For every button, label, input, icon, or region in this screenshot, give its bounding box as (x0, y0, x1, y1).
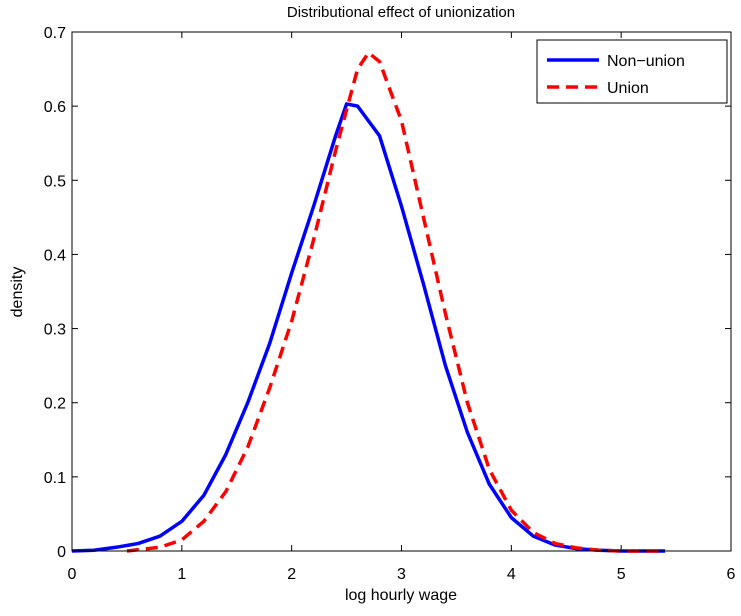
y-tick-label: 0.2 (44, 396, 66, 413)
x-tick-label: 4 (507, 566, 516, 583)
y-tick-label: 0.1 (44, 470, 66, 487)
x-tick-label: 5 (617, 566, 626, 583)
plot-frame (71, 31, 732, 552)
data-line (126, 51, 666, 553)
x-tick-label: 0 (68, 566, 77, 583)
y-tick-label: 0.6 (44, 99, 66, 116)
x-tick-label: 3 (397, 566, 406, 583)
legend-box (536, 39, 728, 104)
x-axis-label: log hourly wage (345, 587, 457, 604)
x-tick-label: 6 (727, 566, 736, 583)
y-tick-label: 0.3 (44, 322, 66, 339)
chart-title: Distributional effect of unionization (287, 4, 515, 21)
y-tick-label: 0.5 (44, 173, 66, 190)
y-tick-label: 0.4 (44, 247, 66, 264)
y-tick-label: 0 (57, 544, 66, 561)
x-tick-label: 1 (177, 566, 186, 583)
data-line (71, 102, 666, 553)
y-tick-label: 0.7 (44, 25, 66, 42)
legend-label: Union (607, 80, 649, 97)
x-tick-label: 2 (287, 566, 296, 583)
y-axis-label: density (9, 267, 26, 318)
legend-label: Non−union (607, 53, 685, 70)
